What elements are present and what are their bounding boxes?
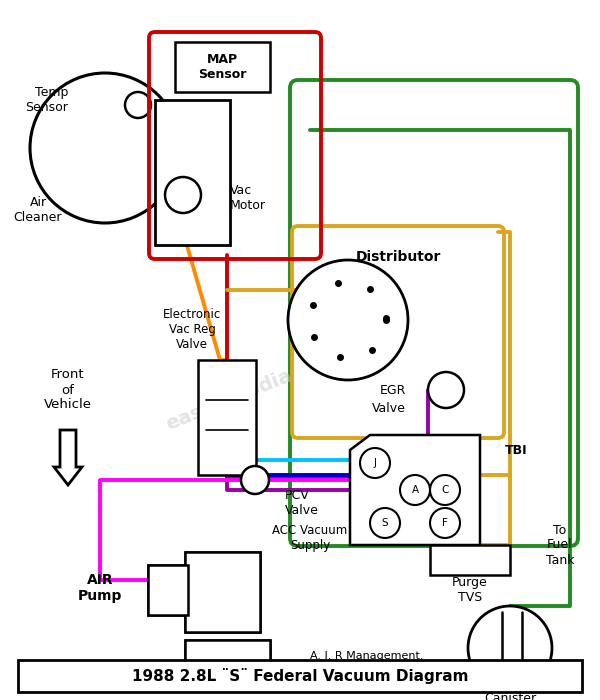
Text: Air
Cleaner: Air Cleaner	[14, 196, 62, 224]
Circle shape	[400, 475, 430, 505]
FancyBboxPatch shape	[18, 660, 582, 692]
Bar	[430, 545, 510, 575]
Circle shape	[370, 508, 400, 538]
Circle shape	[428, 372, 464, 408]
Circle shape	[241, 466, 269, 494]
Text: To
Fuel
Tank: To Fuel Tank	[546, 524, 574, 566]
Text: Purge
TVS: Purge TVS	[452, 576, 488, 604]
Text: 1988 2.8L ¨S¨ Federal Vacuum Diagram: 1988 2.8L ¨S¨ Federal Vacuum Diagram	[132, 668, 468, 684]
Bar	[185, 552, 260, 632]
Polygon shape	[350, 435, 480, 545]
Bar	[185, 640, 270, 678]
Text: AIR
Pump: AIR Pump	[78, 573, 122, 603]
Text: TBI: TBI	[505, 444, 527, 456]
Text: Electronic
Vac Reg
Valve: Electronic Vac Reg Valve	[163, 309, 221, 351]
Bar	[148, 565, 188, 615]
Bar	[185, 676, 270, 686]
Text: J: J	[373, 458, 377, 468]
Bar	[155, 100, 230, 245]
Circle shape	[30, 73, 180, 223]
Circle shape	[430, 475, 460, 505]
Text: A: A	[412, 485, 419, 495]
FancyBboxPatch shape	[292, 226, 504, 438]
Bar	[198, 360, 256, 475]
Circle shape	[288, 260, 408, 380]
Bar	[185, 640, 270, 678]
Bar	[185, 552, 260, 632]
Circle shape	[165, 177, 201, 213]
Text: Vac
Motor: Vac Motor	[230, 184, 266, 212]
Circle shape	[360, 448, 390, 478]
Circle shape	[430, 508, 460, 538]
Text: Temp
Sensor: Temp Sensor	[25, 86, 68, 114]
Text: S: S	[382, 518, 388, 528]
Text: Valve: Valve	[372, 402, 406, 414]
Text: C: C	[442, 485, 449, 495]
Circle shape	[125, 92, 151, 118]
Text: F: F	[442, 518, 448, 528]
Text: MAP
Sensor: MAP Sensor	[198, 53, 246, 81]
Bar	[175, 42, 270, 92]
Text: ACC Vacuum
Supply: ACC Vacuum Supply	[272, 524, 347, 552]
Text: Canister: Canister	[484, 692, 536, 700]
Text: Distributor: Distributor	[355, 250, 440, 264]
Text: A. I. R Management.
Valve: A. I. R Management. Valve	[310, 651, 424, 673]
Circle shape	[468, 606, 552, 690]
Text: EGR: EGR	[380, 384, 406, 396]
Text: Front
of
Vehicle: Front of Vehicle	[44, 368, 92, 412]
Bar	[148, 565, 188, 615]
Text: PCV
Valve: PCV Valve	[285, 489, 319, 517]
Text: easyautodiagram.com: easyautodiagram.com	[163, 326, 397, 435]
FancyArrow shape	[54, 430, 82, 485]
